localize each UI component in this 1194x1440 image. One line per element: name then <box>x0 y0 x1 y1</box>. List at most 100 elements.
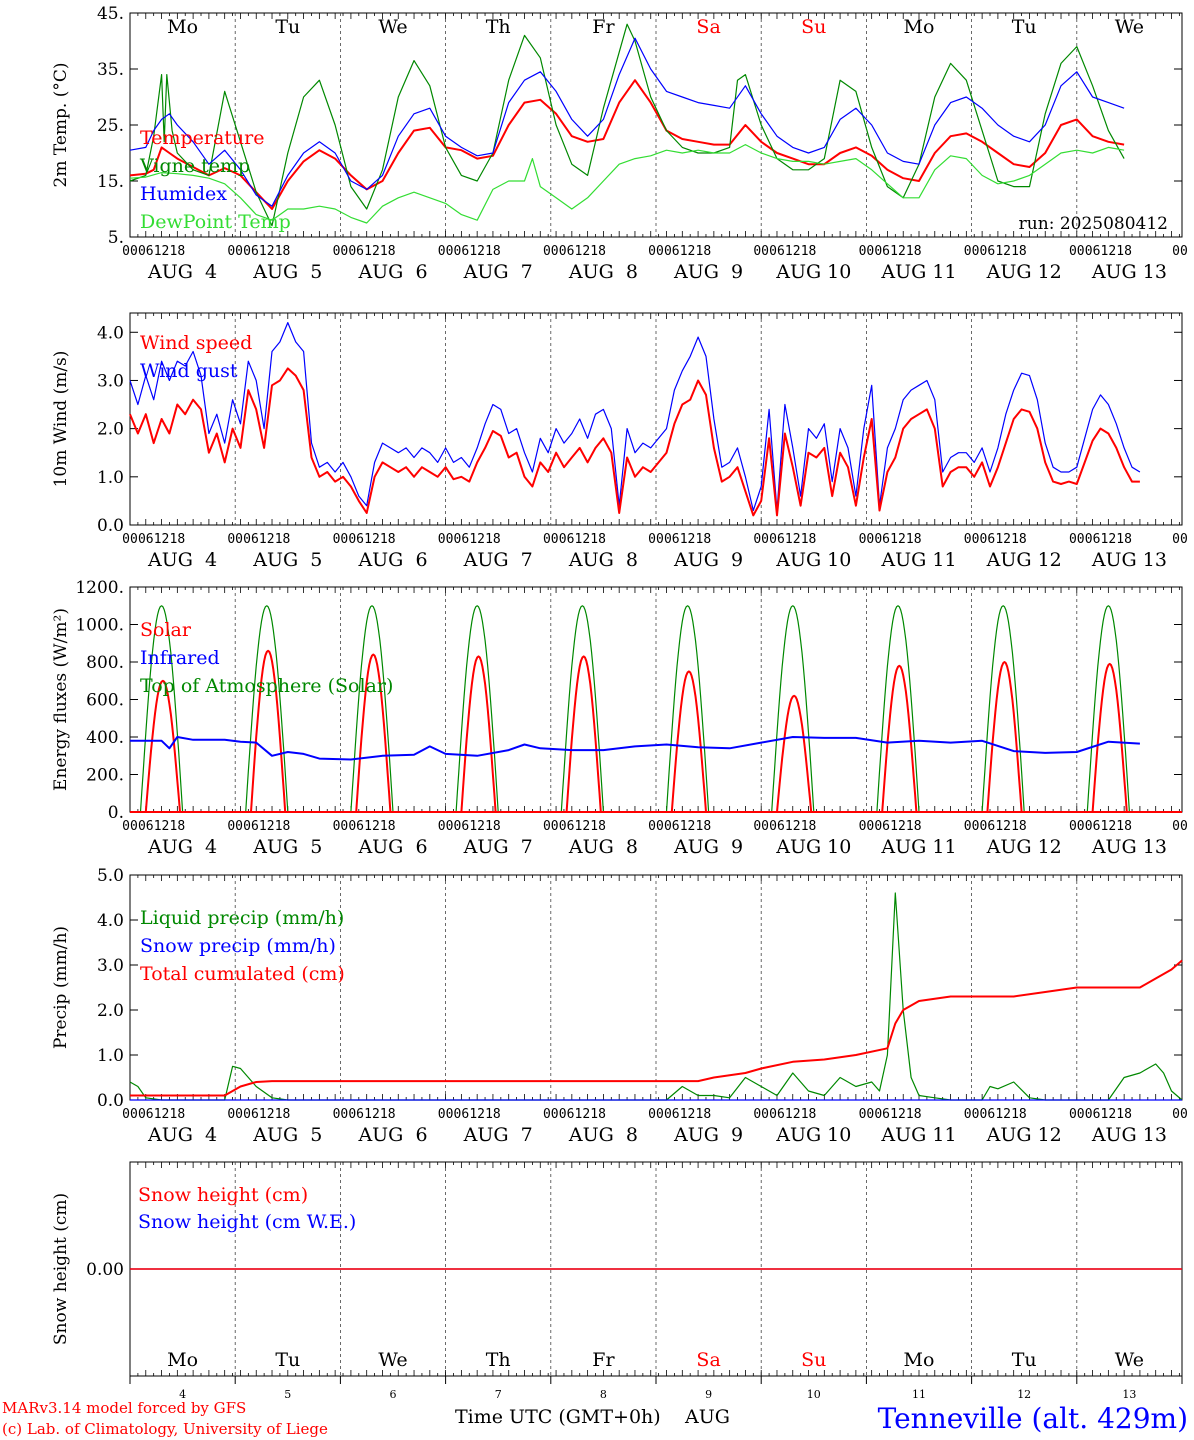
day-label: AUG 9 <box>673 549 743 571</box>
x-tick-label: 12 <box>259 819 275 834</box>
weekday-label: Fr <box>592 1349 615 1371</box>
x-tick-label: 12 <box>259 532 275 547</box>
legend-3: Total cumulated (cm) <box>140 963 345 985</box>
x-tick-label: 18 <box>590 532 606 547</box>
x-tick-label: 12 <box>995 819 1011 834</box>
y-axis-label: Snow height (cm) <box>51 1193 71 1345</box>
day-label: AUG 8 <box>568 836 638 858</box>
x-tick-label: 00 <box>859 819 875 834</box>
toa-solar-day-9 <box>979 605 1027 813</box>
day-label: AUG 5 <box>252 1124 322 1146</box>
run-label: run: 2025080412 <box>1019 214 1168 234</box>
x-tick-label: 00 <box>753 1107 769 1122</box>
y-tick-label: 5.0 <box>97 866 124 886</box>
y-tick-label: 0.0 <box>97 516 124 536</box>
y-tick-label: 2.0 <box>97 1001 124 1021</box>
x-tick-label: 18 <box>696 819 712 834</box>
x-tick-label: 12 <box>785 532 801 547</box>
day-label: AUG 9 <box>673 836 743 858</box>
day-number: 10 <box>807 1388 821 1401</box>
x-tick-label: 06 <box>874 532 890 547</box>
solar-day-8 <box>876 664 922 813</box>
x-tick-label: 12 <box>785 819 801 834</box>
x-tick-label: 06 <box>874 244 890 259</box>
toa-solar-day-2 <box>243 605 291 813</box>
toa-solar-day-10 <box>1084 605 1132 813</box>
solar-day-4 <box>456 655 501 813</box>
solar-day-7 <box>771 694 817 813</box>
day-label: AUG 4 <box>147 836 217 858</box>
weekday-label: Sa <box>696 1349 720 1371</box>
x-tick-label: 12 <box>154 1107 170 1122</box>
x-tick-label: 06 <box>138 532 154 547</box>
x-tick-label: 06 <box>769 1107 785 1122</box>
weekday-label: Tu <box>275 16 300 38</box>
x-tick-label: 06 <box>559 244 575 259</box>
x-tick-label: 06 <box>454 244 470 259</box>
x-tick-label: 00 <box>543 819 559 834</box>
weekday-label: Mo <box>167 1349 198 1371</box>
day-label: AUG 5 <box>252 549 322 571</box>
x-tick-label: 00 <box>648 244 664 259</box>
x-tick-label: 06 <box>243 1107 259 1122</box>
x-tick-label: 06 <box>559 819 575 834</box>
x-tick-label: 00 <box>543 244 559 259</box>
day-label: AUG 6 <box>357 549 427 571</box>
y-tick-label: 5. <box>108 228 124 248</box>
x-tick-label: 18 <box>1011 244 1027 259</box>
weekday-label: Tu <box>1012 1349 1037 1371</box>
y-tick-label: 200. <box>86 766 124 786</box>
x-tick-label: 00 <box>1069 244 1085 259</box>
x-tick-label: 12 <box>890 819 906 834</box>
x-tick-label: 18 <box>170 819 186 834</box>
x-tick-label: 18 <box>1116 532 1132 547</box>
day-number: 13 <box>1122 1388 1136 1401</box>
day-label: AUG 10 <box>775 1124 851 1146</box>
day-label: AUG 6 <box>357 1124 427 1146</box>
day-label: AUG 12 <box>986 836 1062 858</box>
toa-solar-day-5 <box>558 605 606 813</box>
series-temperature <box>129 79 1125 210</box>
x-tick-label: 00 <box>333 532 349 547</box>
series-humidex <box>129 37 1125 207</box>
x-tick-label: 18 <box>380 244 396 259</box>
x-tick-label: 18 <box>275 244 291 259</box>
x-tick-label: 06 <box>980 244 996 259</box>
x-tick-label: 06 <box>348 1107 364 1122</box>
x-tick-label: 06 <box>664 532 680 547</box>
x-tick-label: 18 <box>696 532 712 547</box>
day-label: AUG 7 <box>463 261 533 283</box>
x-tick-label: 06 <box>243 244 259 259</box>
panel-5: 0.00 Snow height (cm) Snow height (cm) Snow… <box>51 1161 1183 1401</box>
solar-day-2 <box>245 649 291 813</box>
weekday-label: Sa <box>696 16 720 38</box>
day-label: AUG 4 <box>147 1124 217 1146</box>
solar-day-6 <box>666 670 712 813</box>
credit-line-1: MARv3.14 model forced by GFS <box>2 1399 246 1417</box>
x-tick-label: 12 <box>575 819 591 834</box>
weekday-label: Th <box>486 16 511 38</box>
x-tick-label: 00 <box>333 819 349 834</box>
x-tick-label: 12 <box>259 244 275 259</box>
x-tick-label: 12 <box>785 244 801 259</box>
weekday-label: Tu <box>1012 16 1037 38</box>
x-tick-label: 00 <box>543 1107 559 1122</box>
x-tick-label: 00 <box>648 819 664 834</box>
legend-1: Temperature <box>140 127 264 149</box>
day-label: AUG 10 <box>775 261 851 283</box>
x-tick-label: 12 <box>680 532 696 547</box>
x-tick-label: 18 <box>906 532 922 547</box>
x-tick-label: 06 <box>348 532 364 547</box>
y-axis-label: 10m Wind (m/s) <box>51 351 71 488</box>
x-tick-label: 18 <box>906 244 922 259</box>
day-label: AUG 10 <box>775 836 851 858</box>
x-tick-label: 12 <box>154 819 170 834</box>
day-label: AUG 7 <box>463 1124 533 1146</box>
x-tick-label: 06 <box>138 244 154 259</box>
x-tick-label: 18 <box>170 1107 186 1122</box>
legend-4: DewPoint Temp <box>140 211 291 233</box>
weekday-label: Fr <box>592 16 615 38</box>
x-tick-label: 12 <box>890 532 906 547</box>
toa-solar-day-3 <box>348 605 396 813</box>
weekday-label: Mo <box>167 16 198 38</box>
